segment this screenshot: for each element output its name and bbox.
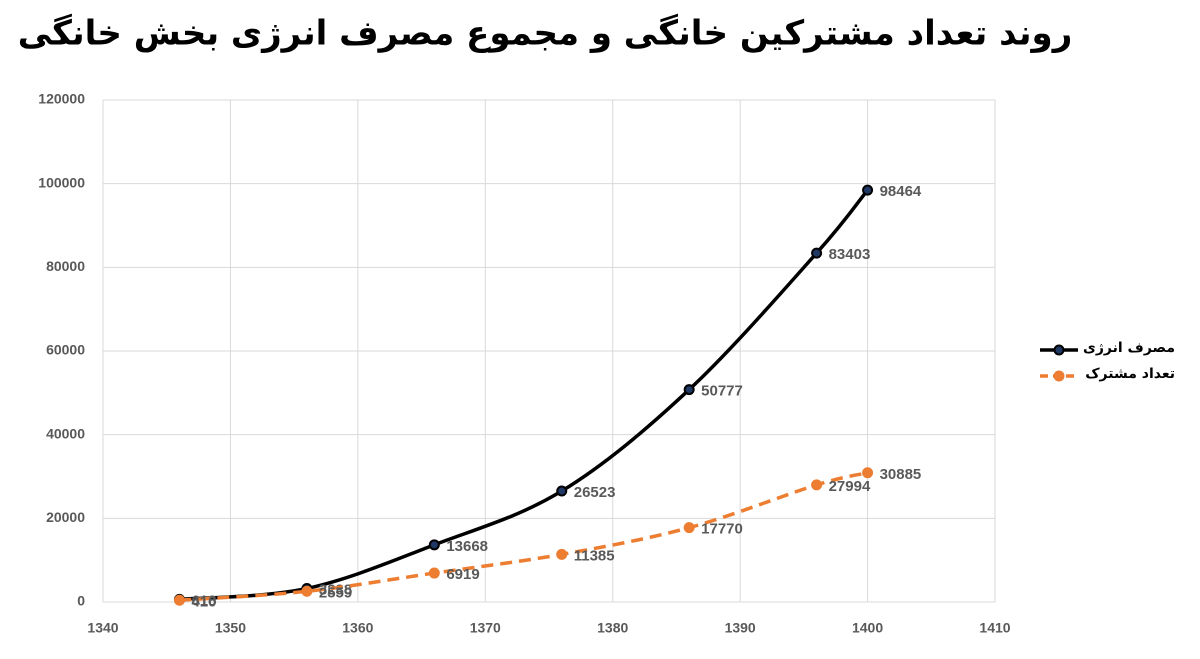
y-tick-label: 20000 — [46, 509, 85, 525]
x-tick-label: 1380 — [597, 620, 628, 636]
data-label: 2559 — [319, 584, 352, 601]
data-label: 26523 — [574, 484, 616, 501]
marker — [683, 384, 695, 396]
data-label: 83403 — [829, 246, 871, 263]
marker — [862, 184, 874, 196]
x-tick-label: 1410 — [979, 620, 1010, 636]
marker — [811, 247, 823, 259]
marker — [811, 479, 823, 491]
marker — [862, 467, 874, 479]
y-tick-label: 40000 — [46, 425, 85, 441]
series-line — [179, 188, 869, 602]
x-tick-label: 1350 — [215, 620, 246, 636]
data-label: 3238 — [319, 581, 352, 598]
data-label: 17770 — [701, 521, 743, 538]
data-label: 50777 — [701, 383, 743, 400]
marker — [428, 567, 440, 579]
y-tick-label: 120000 — [38, 91, 85, 107]
marker — [301, 585, 313, 597]
data-label: 410 — [191, 593, 216, 610]
legend-marker — [1053, 370, 1065, 382]
y-tick-label: 0 — [77, 593, 85, 609]
data-label: 6919 — [446, 566, 479, 583]
marker — [556, 485, 568, 497]
data-label: 30885 — [880, 466, 922, 483]
y-tick-label: 60000 — [46, 342, 85, 358]
marker — [428, 539, 440, 551]
x-tick-label: 1340 — [87, 620, 118, 636]
y-tick-label: 100000 — [38, 174, 85, 190]
chart-title: روند تعداد مشترکین خانگی و مجموع مصرف ان… — [18, 14, 1073, 54]
x-tick-label: 1370 — [470, 620, 501, 636]
marker — [556, 548, 568, 560]
x-tick-label: 1360 — [342, 620, 373, 636]
legend-label: تعداد مشترک — [1085, 366, 1175, 382]
legend-marker — [1053, 344, 1065, 356]
data-label: 98464 — [880, 183, 922, 200]
data-label: 13668 — [446, 538, 488, 555]
data-label: 11385 — [574, 547, 615, 564]
marker — [683, 522, 695, 534]
marker — [173, 594, 185, 606]
x-tick-label: 1390 — [725, 620, 756, 636]
series-line — [179, 471, 868, 603]
x-tick-label: 1400 — [852, 620, 883, 636]
data-label: 618 — [191, 592, 216, 609]
legend-label: مصرف انرژی — [1083, 340, 1175, 356]
y-tick-label: 80000 — [46, 258, 85, 274]
data-label: 27994 — [829, 478, 871, 495]
